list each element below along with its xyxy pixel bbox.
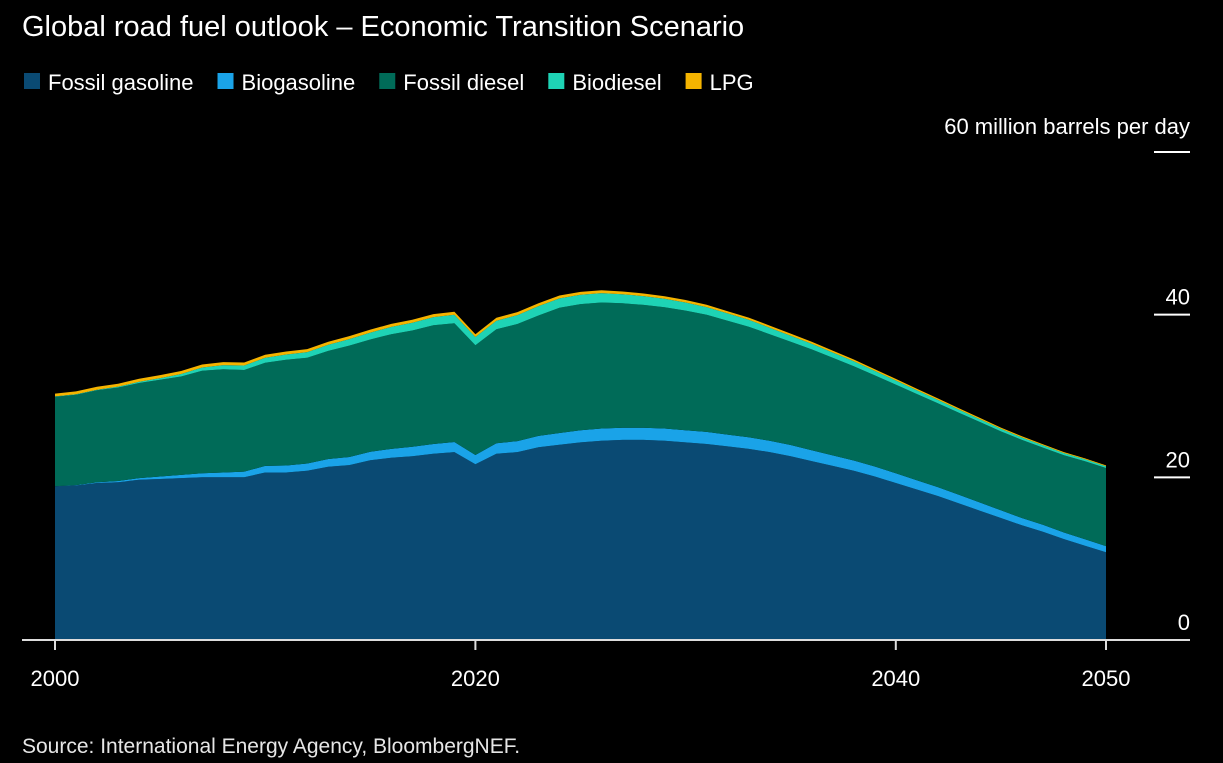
area-fossil-gasoline	[55, 439, 1106, 640]
chart-title: Global road fuel outlook – Economic Tran…	[22, 11, 744, 43]
legend-label: Fossil diesel	[403, 70, 524, 95]
y-tick-label: 0	[1178, 610, 1190, 635]
y-tick-label: 40	[1166, 285, 1190, 310]
x-tick-label: 2040	[871, 666, 920, 691]
legend: Fossil gasoline Biogasoline Fossil diesel B…	[24, 70, 754, 95]
x-tick-label: 2020	[451, 666, 500, 691]
area-biodiesel	[55, 293, 1106, 468]
legend-item-lpg: LPG	[685, 70, 754, 95]
legend-swatch	[379, 73, 396, 89]
legend-label: LPG	[710, 70, 754, 95]
source-note: Source: International Energy Agency, Blo…	[22, 735, 520, 758]
legend-label: Biogasoline	[242, 70, 356, 95]
legend-item-biogasoline: Biogasoline	[217, 70, 356, 95]
legend-swatch	[24, 73, 40, 89]
legend-swatch	[548, 73, 565, 89]
legend-item-fossil-diesel: Fossil diesel	[379, 70, 524, 95]
y-unit-label: 60 million barrels per day	[944, 114, 1190, 139]
y-axis: 0 20 40	[1154, 151, 1190, 635]
x-tick-label: 2050	[1082, 666, 1131, 691]
legend-swatch	[217, 73, 234, 89]
legend-item-biodiesel: Biodiesel	[548, 70, 662, 95]
area-biogasoline	[55, 427, 1106, 553]
stacked-areas	[55, 290, 1106, 640]
legend-label: Biodiesel	[572, 70, 661, 95]
legend-item-fossil-gasoline: Fossil gasoline	[24, 70, 194, 95]
x-tick-label: 2000	[31, 666, 80, 691]
legend-swatch	[685, 73, 702, 89]
x-axis: 2000 2020 2040 2050	[31, 640, 1131, 691]
y-tick-label: 20	[1166, 447, 1190, 472]
area-fossil-diesel	[55, 302, 1106, 547]
legend-label: Fossil gasoline	[48, 70, 194, 95]
